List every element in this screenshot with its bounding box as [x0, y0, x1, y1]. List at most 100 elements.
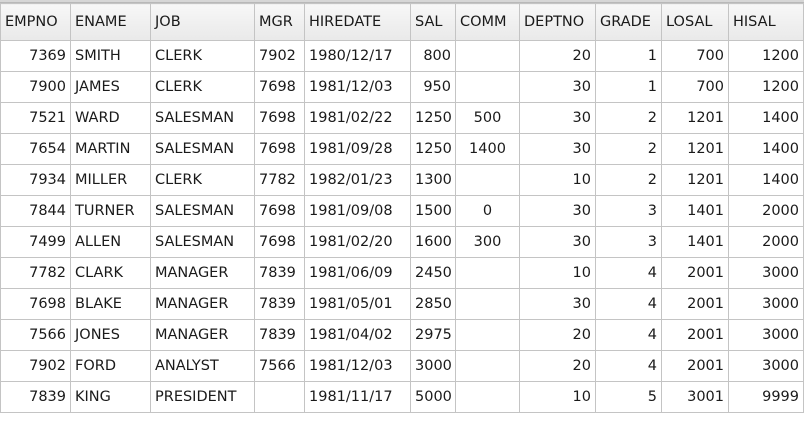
cell-empno[interactable]: 7566 — [0, 319, 71, 351]
cell-mgr[interactable]: 7839 — [254, 319, 305, 351]
cell-ename[interactable]: JAMES — [70, 71, 151, 103]
cell-mgr[interactable]: 7839 — [254, 288, 305, 320]
cell-hisal[interactable]: 2000 — [728, 226, 804, 258]
cell-mgr[interactable]: 7698 — [254, 71, 305, 103]
cell-hisal[interactable]: 3000 — [728, 257, 804, 289]
cell-losal[interactable]: 3001 — [661, 381, 729, 413]
cell-job[interactable]: CLERK — [150, 164, 255, 196]
cell-sal[interactable]: 2975 — [410, 319, 456, 351]
cell-empno[interactable]: 7900 — [0, 71, 71, 103]
cell-sal[interactable]: 2850 — [410, 288, 456, 320]
table-row[interactable]: 7521 WARD SALESMAN 7698 1981/02/22 1250 500 30 2… — [0, 102, 804, 134]
cell-deptno[interactable]: 30 — [519, 288, 596, 320]
cell-sal[interactable]: 800 — [410, 40, 456, 72]
cell-deptno[interactable]: 10 — [519, 164, 596, 196]
cell-comm[interactable] — [455, 319, 520, 351]
cell-empno[interactable]: 7654 — [0, 133, 71, 165]
cell-ename[interactable]: MILLER — [70, 164, 151, 196]
cell-mgr[interactable] — [254, 381, 305, 413]
cell-empno[interactable]: 7698 — [0, 288, 71, 320]
column-header-empno[interactable]: EMPNO — [0, 3, 71, 41]
column-header-hisal[interactable]: HISAL — [728, 3, 804, 41]
cell-losal[interactable]: 700 — [661, 40, 729, 72]
cell-sal[interactable]: 1300 — [410, 164, 456, 196]
cell-deptno[interactable]: 20 — [519, 40, 596, 72]
cell-hiredate[interactable]: 1981/04/02 — [304, 319, 411, 351]
cell-empno[interactable]: 7902 — [0, 350, 71, 382]
cell-grade[interactable]: 4 — [595, 319, 662, 351]
cell-sal[interactable]: 1250 — [410, 102, 456, 134]
table-row[interactable]: 7566 JONES MANAGER 7839 1981/04/02 2975 20 4 200… — [0, 319, 804, 351]
cell-mgr[interactable]: 7566 — [254, 350, 305, 382]
cell-hiredate[interactable]: 1981/09/28 — [304, 133, 411, 165]
table-row[interactable]: 7698 BLAKE MANAGER 7839 1981/05/01 2850 30 4 200… — [0, 288, 804, 320]
column-header-grade[interactable]: GRADE — [595, 3, 662, 41]
table-row[interactable]: 7499 ALLEN SALESMAN 7698 1981/02/20 1600 300 30… — [0, 226, 804, 258]
cell-losal[interactable]: 2001 — [661, 319, 729, 351]
cell-deptno[interactable]: 30 — [519, 71, 596, 103]
cell-hisal[interactable]: 9999 — [728, 381, 804, 413]
cell-job[interactable]: CLERK — [150, 71, 255, 103]
cell-losal[interactable]: 1201 — [661, 102, 729, 134]
cell-comm[interactable] — [455, 288, 520, 320]
cell-deptno[interactable]: 10 — [519, 257, 596, 289]
cell-empno[interactable]: 7844 — [0, 195, 71, 227]
cell-grade[interactable]: 4 — [595, 257, 662, 289]
cell-comm[interactable]: 500 — [455, 102, 520, 134]
cell-job[interactable]: CLERK — [150, 40, 255, 72]
cell-job[interactable]: SALESMAN — [150, 226, 255, 258]
cell-hisal[interactable]: 3000 — [728, 288, 804, 320]
cell-hiredate[interactable]: 1981/02/20 — [304, 226, 411, 258]
cell-ename[interactable]: MARTIN — [70, 133, 151, 165]
cell-grade[interactable]: 1 — [595, 71, 662, 103]
cell-grade[interactable]: 5 — [595, 381, 662, 413]
cell-empno[interactable]: 7369 — [0, 40, 71, 72]
cell-losal[interactable]: 1201 — [661, 133, 729, 165]
cell-sal[interactable]: 5000 — [410, 381, 456, 413]
cell-losal[interactable]: 1401 — [661, 226, 729, 258]
cell-job[interactable]: PRESIDENT — [150, 381, 255, 413]
cell-job[interactable]: MANAGER — [150, 288, 255, 320]
table-row[interactable]: 7369 SMITH CLERK 7902 1980/12/17 800 20 1 700 120… — [0, 40, 804, 72]
cell-hisal[interactable]: 1200 — [728, 71, 804, 103]
cell-job[interactable]: MANAGER — [150, 257, 255, 289]
cell-comm[interactable]: 0 — [455, 195, 520, 227]
cell-ename[interactable]: TURNER — [70, 195, 151, 227]
cell-hisal[interactable]: 1200 — [728, 40, 804, 72]
cell-hisal[interactable]: 1400 — [728, 164, 804, 196]
cell-grade[interactable]: 2 — [595, 102, 662, 134]
cell-ename[interactable]: WARD — [70, 102, 151, 134]
table-row[interactable]: 7900 JAMES CLERK 7698 1981/12/03 950 30 1 700 120… — [0, 71, 804, 103]
cell-comm[interactable] — [455, 381, 520, 413]
cell-grade[interactable]: 3 — [595, 195, 662, 227]
cell-hisal[interactable]: 1400 — [728, 133, 804, 165]
cell-ename[interactable]: ALLEN — [70, 226, 151, 258]
cell-sal[interactable]: 950 — [410, 71, 456, 103]
cell-hiredate[interactable]: 1981/12/03 — [304, 71, 411, 103]
column-header-deptno[interactable]: DEPTNO — [519, 3, 596, 41]
cell-sal[interactable]: 3000 — [410, 350, 456, 382]
cell-grade[interactable]: 2 — [595, 164, 662, 196]
table-row[interactable]: 7839 KING PRESIDENT 1981/11/17 5000 10 5 3001 99… — [0, 381, 804, 413]
column-header-hiredate[interactable]: HIREDATE — [304, 3, 411, 41]
cell-ename[interactable]: KING — [70, 381, 151, 413]
column-header-sal[interactable]: SAL — [410, 3, 456, 41]
cell-comm[interactable]: 300 — [455, 226, 520, 258]
cell-deptno[interactable]: 20 — [519, 350, 596, 382]
table-row[interactable]: 7902 FORD ANALYST 7566 1981/12/03 3000 20 4 2001… — [0, 350, 804, 382]
cell-mgr[interactable]: 7698 — [254, 195, 305, 227]
cell-job[interactable]: SALESMAN — [150, 195, 255, 227]
cell-losal[interactable]: 1201 — [661, 164, 729, 196]
cell-job[interactable]: SALESMAN — [150, 102, 255, 134]
cell-mgr[interactable]: 7839 — [254, 257, 305, 289]
cell-mgr[interactable]: 7782 — [254, 164, 305, 196]
result-grid[interactable]: EMPNO ENAME JOB MGR HIREDATE SAL COMM DE… — [0, 3, 804, 413]
cell-ename[interactable]: JONES — [70, 319, 151, 351]
column-header-ename[interactable]: ENAME — [70, 3, 151, 41]
cell-sal[interactable]: 1500 — [410, 195, 456, 227]
cell-hisal[interactable]: 2000 — [728, 195, 804, 227]
cell-comm[interactable] — [455, 164, 520, 196]
cell-sal[interactable]: 2450 — [410, 257, 456, 289]
cell-hiredate[interactable]: 1981/11/17 — [304, 381, 411, 413]
column-header-comm[interactable]: COMM — [455, 3, 520, 41]
